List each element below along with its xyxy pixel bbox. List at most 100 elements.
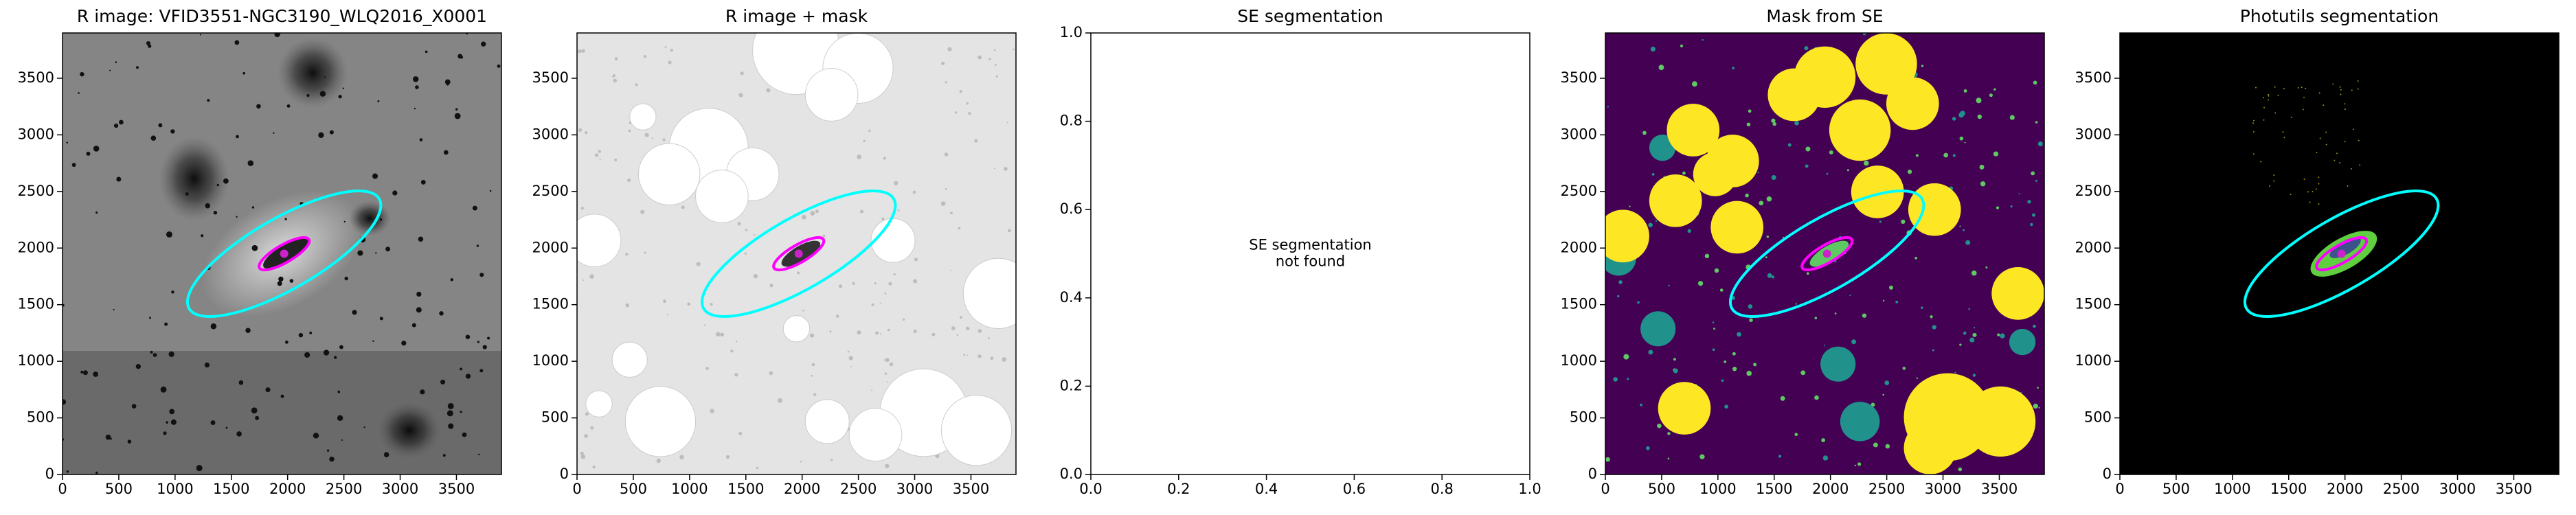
x-tick-label: 2000 <box>2327 481 2363 497</box>
source <box>1687 229 1691 233</box>
source <box>1772 275 1775 279</box>
star <box>442 454 446 457</box>
x-tick-label: 500 <box>2162 481 2190 497</box>
star <box>725 455 730 459</box>
star <box>420 389 425 395</box>
star <box>829 330 832 333</box>
star <box>951 326 956 330</box>
star <box>710 303 713 306</box>
star <box>720 332 725 337</box>
star <box>274 33 280 38</box>
cyan-ellipse <box>1728 190 1925 318</box>
star <box>447 410 453 417</box>
source <box>1882 299 1885 302</box>
source <box>1958 467 1963 472</box>
star <box>651 137 653 139</box>
star <box>941 61 945 65</box>
cyan-ellipse <box>700 190 897 318</box>
star <box>738 93 743 98</box>
source <box>1846 169 1849 172</box>
star <box>416 307 422 313</box>
star <box>333 356 337 359</box>
source <box>2033 324 2036 328</box>
axes-frame <box>62 32 502 475</box>
star <box>344 276 348 281</box>
source <box>2273 180 2275 182</box>
star <box>880 333 882 335</box>
star <box>460 411 462 413</box>
star <box>446 82 449 86</box>
y-tick-label: 0 <box>560 466 569 482</box>
star <box>880 302 882 304</box>
star <box>236 216 238 218</box>
y-tick-label: 0.2 <box>1060 377 1083 393</box>
star <box>959 90 962 93</box>
source <box>1699 454 1705 459</box>
star <box>326 449 330 452</box>
source <box>1997 333 2000 336</box>
source <box>1749 318 1753 323</box>
source <box>2316 152 2318 154</box>
source <box>2318 176 2320 179</box>
star <box>251 244 258 251</box>
source <box>1829 150 1833 154</box>
source <box>1712 348 1715 352</box>
star <box>323 350 330 356</box>
y-tick-label: 3000 <box>2075 126 2112 142</box>
x-tick-label: 0 <box>2115 481 2124 497</box>
star <box>149 317 151 319</box>
star <box>884 292 887 295</box>
star <box>663 299 667 304</box>
x-tick-label: 1500 <box>1756 481 1792 497</box>
star <box>201 234 204 238</box>
source <box>1704 253 1710 259</box>
star <box>168 351 174 357</box>
star <box>871 303 874 306</box>
star <box>462 432 467 437</box>
star <box>830 459 833 461</box>
source <box>1959 136 1964 141</box>
star <box>822 234 826 238</box>
source <box>2297 87 2299 89</box>
star <box>668 60 672 65</box>
star <box>666 313 669 316</box>
star <box>450 278 454 282</box>
star <box>968 112 971 115</box>
cyan-ellipse <box>2243 190 2440 318</box>
star <box>385 247 391 252</box>
source <box>1964 141 1966 144</box>
source <box>2351 89 2353 91</box>
star <box>769 284 773 288</box>
star <box>289 279 294 283</box>
source <box>1732 367 1737 371</box>
star <box>223 178 229 184</box>
source <box>1805 164 1809 168</box>
mask-circle <box>2009 328 2036 356</box>
magenta-ellipse <box>258 236 311 272</box>
star <box>578 49 582 54</box>
source <box>2252 153 2255 155</box>
star <box>482 345 487 350</box>
y-tick-label: 1500 <box>1561 296 1597 312</box>
y-tick-label: 3000 <box>18 126 54 142</box>
x-tick-label: 1500 <box>2270 481 2307 497</box>
mask-circle <box>1908 183 1961 236</box>
source <box>1985 266 1988 268</box>
source <box>2030 222 2033 227</box>
source <box>2323 104 2325 106</box>
star <box>883 157 886 160</box>
star <box>225 426 228 429</box>
source <box>1783 236 1785 238</box>
image <box>2120 33 2559 474</box>
source <box>1697 281 1704 286</box>
y-tick-label: 1500 <box>18 296 54 312</box>
y-tick-label: 2000 <box>1561 239 1597 255</box>
star <box>105 434 111 440</box>
panel: R image: VFID3551-NGC3190_WLQ2016_X0001 0… <box>18 6 502 497</box>
source <box>2252 131 2255 133</box>
x-tick-label: 1.0 <box>1518 481 1541 497</box>
source <box>2309 201 2311 203</box>
star <box>635 83 638 87</box>
star <box>95 211 98 214</box>
star <box>598 150 602 153</box>
